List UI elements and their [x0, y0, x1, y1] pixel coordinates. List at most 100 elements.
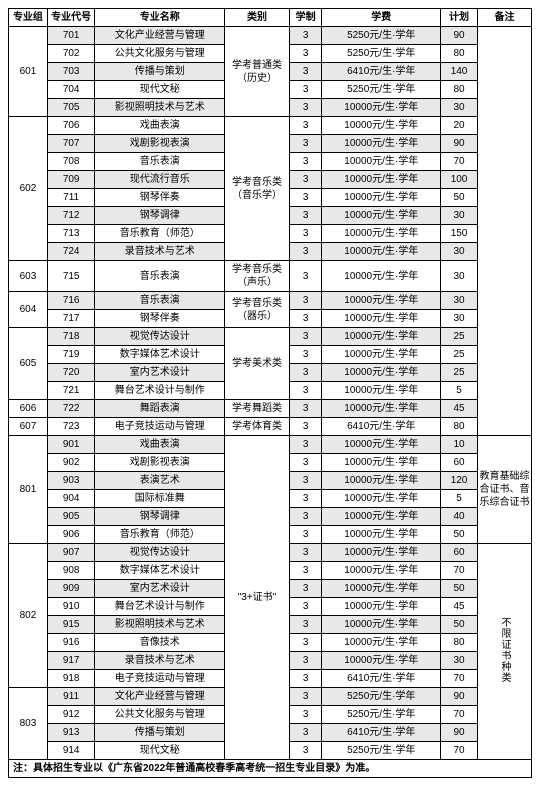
cell: 3: [289, 724, 321, 742]
cell: 715: [47, 261, 95, 292]
cell: 10000元/生·学年: [322, 454, 441, 472]
cell: 文化产业经营与管理: [95, 688, 225, 706]
cell: 3: [289, 490, 321, 508]
cell: 708: [47, 153, 95, 171]
cell: 戏剧影视表演: [95, 135, 225, 153]
cell: 10000元/生·学年: [322, 598, 441, 616]
category-cell: 学考音乐类（声乐）: [225, 261, 290, 292]
cell: 3: [289, 634, 321, 652]
cell: 25: [441, 328, 478, 346]
cell: 10000元/生·学年: [322, 436, 441, 454]
cell: 戏剧影视表演: [95, 454, 225, 472]
category-cell: 学考体育类: [225, 418, 290, 436]
cell: 918: [47, 670, 95, 688]
group-cell: 602: [9, 117, 48, 261]
cell: 90: [441, 135, 478, 153]
cell: 722: [47, 400, 95, 418]
cell: 140: [441, 63, 478, 81]
cell: 3: [289, 117, 321, 135]
cell: 707: [47, 135, 95, 153]
cell: 3: [289, 382, 321, 400]
header-fee: 学费: [322, 9, 441, 27]
cell: 5250元/生·学年: [322, 706, 441, 724]
cell: 传播与策划: [95, 63, 225, 81]
note-row: 注：具体招生专业以《广东省2022年普通高校春季高考统一招生专业目录》为准。: [9, 760, 532, 778]
cell: 电子竞技运动与管理: [95, 670, 225, 688]
cell: 3: [289, 63, 321, 81]
cell: 901: [47, 436, 95, 454]
cell: 25: [441, 346, 478, 364]
cell: 3: [289, 171, 321, 189]
cell: 3: [289, 99, 321, 117]
cell: 908: [47, 562, 95, 580]
cell: 音乐表演: [95, 292, 225, 310]
cell: 10000元/生·学年: [322, 634, 441, 652]
cell: 120: [441, 472, 478, 490]
cell: 30: [441, 243, 478, 261]
cell: 10000元/生·学年: [322, 243, 441, 261]
cell: 50: [441, 526, 478, 544]
cell: 3: [289, 225, 321, 243]
table-row: 604716音乐表演学考音乐类（器乐）310000元/生·学年30: [9, 292, 532, 310]
cell: 10000元/生·学年: [322, 400, 441, 418]
cell: 724: [47, 243, 95, 261]
cell: 公共文化服务与管理: [95, 45, 225, 63]
cell: 钢琴伴奏: [95, 310, 225, 328]
cell: 702: [47, 45, 95, 63]
cell: 913: [47, 724, 95, 742]
cell: 音乐教育（师范）: [95, 225, 225, 243]
cell: 现代文秘: [95, 81, 225, 99]
cell: 150: [441, 225, 478, 243]
cell: 10000元/生·学年: [322, 580, 441, 598]
cell: 10000元/生·学年: [322, 292, 441, 310]
group-cell: 605: [9, 328, 48, 400]
cell: 910: [47, 598, 95, 616]
cell: 3: [289, 135, 321, 153]
group-cell: 802: [9, 544, 48, 688]
table-row: 607723电子竞技运动与管理学考体育类36410元/生·学年80: [9, 418, 532, 436]
cell: 719: [47, 346, 95, 364]
cell: 10000元/生·学年: [322, 490, 441, 508]
cell: 6410元/生·学年: [322, 670, 441, 688]
cell: 60: [441, 454, 478, 472]
cell: 70: [441, 670, 478, 688]
cell: 10000元/生·学年: [322, 153, 441, 171]
cell: 10000元/生·学年: [322, 382, 441, 400]
cell: 906: [47, 526, 95, 544]
cell: 10000元/生·学年: [322, 526, 441, 544]
group-cell: 607: [9, 418, 48, 436]
cell: 70: [441, 562, 478, 580]
cell: 716: [47, 292, 95, 310]
cell: 3: [289, 400, 321, 418]
group-cell: 601: [9, 27, 48, 117]
cell: 717: [47, 310, 95, 328]
cell: 电子竞技运动与管理: [95, 418, 225, 436]
category-cell: 学考普通类（历史）: [225, 27, 290, 117]
cell: 3: [289, 243, 321, 261]
cell: 戏曲表演: [95, 117, 225, 135]
cell: 712: [47, 207, 95, 225]
cell: 6410元/生·学年: [322, 63, 441, 81]
remark-cell: 教育基础综合证书、音乐综合证书: [477, 436, 531, 544]
cell: 3: [289, 454, 321, 472]
group-cell: 603: [9, 261, 48, 292]
cell: 10000元/生·学年: [322, 616, 441, 634]
cell: 30: [441, 310, 478, 328]
cell: 录音技术与艺术: [95, 652, 225, 670]
cell: 90: [441, 27, 478, 45]
cell: 713: [47, 225, 95, 243]
cell: 90: [441, 688, 478, 706]
cell: 传播与策划: [95, 724, 225, 742]
cell: 905: [47, 508, 95, 526]
cell: 3: [289, 418, 321, 436]
cell: 音乐教育（师范）: [95, 526, 225, 544]
cell: 3: [289, 670, 321, 688]
group-cell: 606: [9, 400, 48, 418]
group-cell: 803: [9, 688, 48, 760]
cell: 70: [441, 706, 478, 724]
cell: 5250元/生·学年: [322, 688, 441, 706]
cell: 现代文秘: [95, 742, 225, 760]
cell: 10000元/生·学年: [322, 207, 441, 225]
cell: 30: [441, 207, 478, 225]
cell: 911: [47, 688, 95, 706]
